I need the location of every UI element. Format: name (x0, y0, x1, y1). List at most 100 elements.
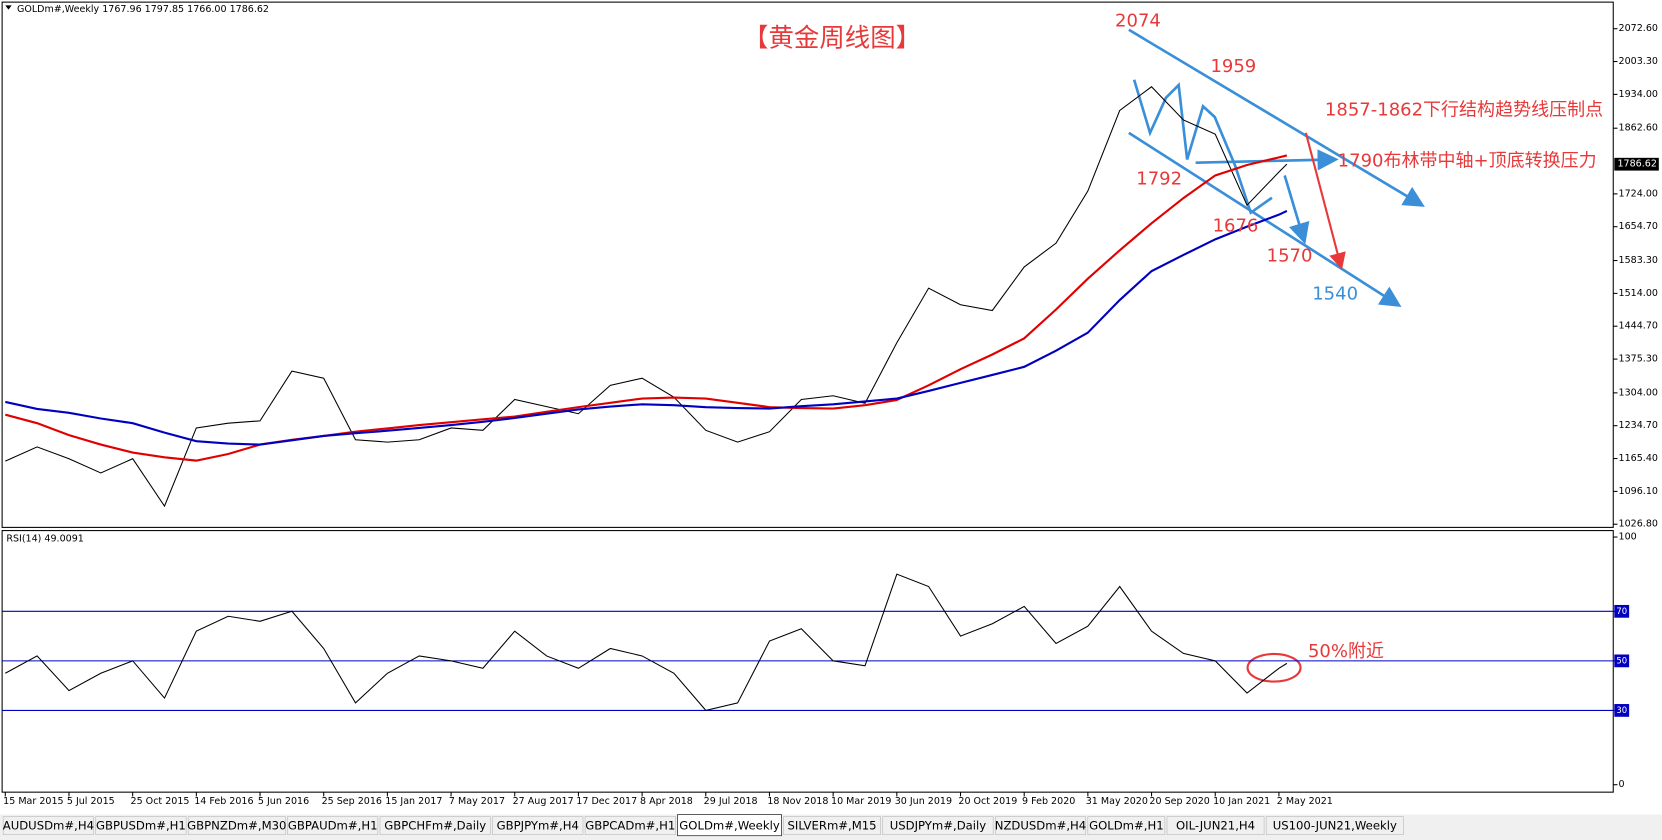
y-tick-label: 1514.00 (1619, 288, 1658, 299)
annotation: 50%附近 (1308, 641, 1384, 662)
x-tick-label: 10 Mar 2019 (831, 796, 891, 807)
tab-label[interactable]: OIL-JUN21,H4 (1176, 819, 1255, 833)
x-tick-label: 15 Jan 2017 (385, 796, 442, 807)
x-tick-label: 14 Feb 2016 (194, 796, 253, 807)
tab[interactable] (783, 816, 881, 836)
y-tick-label: 1444.70 (1619, 321, 1658, 332)
y-tick-label: 1304.00 (1619, 387, 1658, 398)
series-line (5, 154, 1288, 462)
y-tick-label: 2003.30 (1619, 56, 1658, 67)
level-label-box (1614, 604, 1630, 618)
x-tick-label: 10 Jan 2021 (1213, 796, 1270, 807)
y-tick-label: 1862.60 (1619, 123, 1658, 134)
annotation: 2074 (1115, 10, 1161, 31)
wave-path (1132, 79, 1273, 215)
chart-title: 【黄金周线图】 (743, 23, 921, 53)
x-tick-label: 5 Jun 2016 (258, 796, 309, 807)
x-tick-label: 5 Jul 2015 (67, 796, 115, 807)
tab-label[interactable]: GOLDm#,Weekly (679, 819, 780, 833)
tab-label[interactable]: USDJPYm#,Daily (890, 819, 987, 833)
x-tick-label: 25 Oct 2015 (131, 796, 190, 807)
trend-line (1128, 131, 1402, 307)
y-tick-label: 2072.60 (1619, 23, 1658, 34)
y-tick-label: 1724.00 (1619, 188, 1658, 199)
y-tick-label: 1654.70 (1619, 221, 1658, 232)
tab[interactable] (677, 814, 782, 837)
y-tick-label: 0 (1619, 779, 1625, 790)
series-line (5, 209, 1288, 446)
annotation: 1792 (1136, 169, 1182, 190)
level-label-box (1614, 704, 1630, 717)
tab-label[interactable]: NZDUSDm#,H4 (995, 819, 1086, 833)
annotation: 1570 (1267, 245, 1313, 266)
series-line (5, 86, 1288, 508)
tab-label[interactable]: AUDUSDm#,H4 (3, 819, 94, 833)
annotation: 1790布林带中轴+顶底转换压力 (1338, 151, 1597, 172)
y-tick-label: 1375.30 (1619, 354, 1658, 365)
menu-icon[interactable] (5, 5, 12, 10)
y-tick-label: 1026.80 (1619, 519, 1658, 530)
arrow (1304, 132, 1346, 270)
annotation: 1676 (1213, 215, 1259, 236)
tab[interactable] (187, 816, 286, 836)
tab[interactable] (1166, 816, 1265, 836)
x-tick-label: 2 May 2021 (1277, 796, 1333, 807)
last-price-label: 1786.62 (1617, 159, 1656, 170)
y-tick-label: 1583.30 (1619, 255, 1658, 266)
price-frame (1, 1, 1614, 528)
tab[interactable] (584, 816, 676, 836)
x-tick-label: 8 Apr 2018 (640, 796, 693, 807)
tab[interactable] (994, 816, 1087, 836)
y-tick-label: 1234.70 (1619, 420, 1658, 431)
tab-label[interactable]: GBPNZDm#,M30 (187, 819, 286, 833)
y-tick-label: 30 (1616, 706, 1627, 716)
tab-label[interactable]: GBPCHFm#,Daily (384, 819, 486, 833)
tab-label[interactable]: GBPAUDm#,H1 (288, 819, 378, 833)
level-label-box (1614, 654, 1630, 668)
tab-label[interactable]: GOLDm#,H1 (1089, 819, 1164, 833)
tab[interactable] (1087, 816, 1166, 836)
tab[interactable] (379, 816, 491, 836)
x-tick-label: 27 Aug 2017 (513, 796, 574, 807)
x-tick-label: 17 Dec 2017 (576, 796, 637, 807)
annotation: 1857-1862下行结构趋势线压制点 (1325, 100, 1603, 121)
x-tick-label: 9 Feb 2020 (1022, 796, 1075, 807)
x-tick-label: 20 Oct 2019 (958, 796, 1017, 807)
x-tick-label: 25 Sep 2016 (322, 796, 382, 807)
y-tick-label: 1934.00 (1619, 89, 1658, 100)
tab[interactable] (1265, 816, 1404, 836)
tab[interactable] (882, 816, 994, 836)
x-tick-label: 15 Mar 2015 (3, 796, 63, 807)
rsi-title: RSI(14) 49.0091 (6, 534, 84, 545)
annotation: 1540 (1312, 284, 1358, 305)
tab-label[interactable]: GBPJPYm#,H4 (497, 819, 579, 833)
x-tick-label: 29 Jul 2018 (704, 796, 758, 807)
x-tick-label: 31 May 2020 (1086, 796, 1148, 807)
y-tick-label: 70 (1616, 607, 1627, 617)
y-tick-label: 100 (1619, 532, 1637, 543)
tab[interactable] (287, 816, 379, 836)
trend-line (1128, 28, 1425, 207)
tab[interactable] (95, 816, 187, 836)
tab-label[interactable]: GBPUSDm#,H1 (96, 819, 186, 833)
tab[interactable] (492, 816, 584, 836)
tab-label[interactable]: US100-JUN21,Weekly (1273, 819, 1397, 833)
y-tick-label: 50 (1616, 656, 1627, 666)
series-line (5, 573, 1288, 711)
arrow (1283, 175, 1310, 245)
tab-label[interactable]: GBPCADm#,H1 (585, 819, 675, 833)
chart-info: GOLDm#,Weekly 1767.96 1797.85 1766.00 17… (17, 4, 269, 15)
y-tick-label: 1165.40 (1619, 453, 1658, 464)
tab-label[interactable]: SILVERm#,M15 (788, 819, 877, 833)
x-tick-label: 18 Nov 2018 (767, 796, 828, 807)
annotation: 1959 (1210, 56, 1256, 77)
tab[interactable] (2, 816, 94, 836)
highlight-ellipse (1246, 652, 1302, 683)
drawings (1128, 28, 1425, 683)
x-tick-label: 30 Jun 2019 (895, 796, 952, 807)
last-price-tag (1614, 157, 1659, 171)
y-tick-label: 1096.10 (1619, 486, 1658, 497)
